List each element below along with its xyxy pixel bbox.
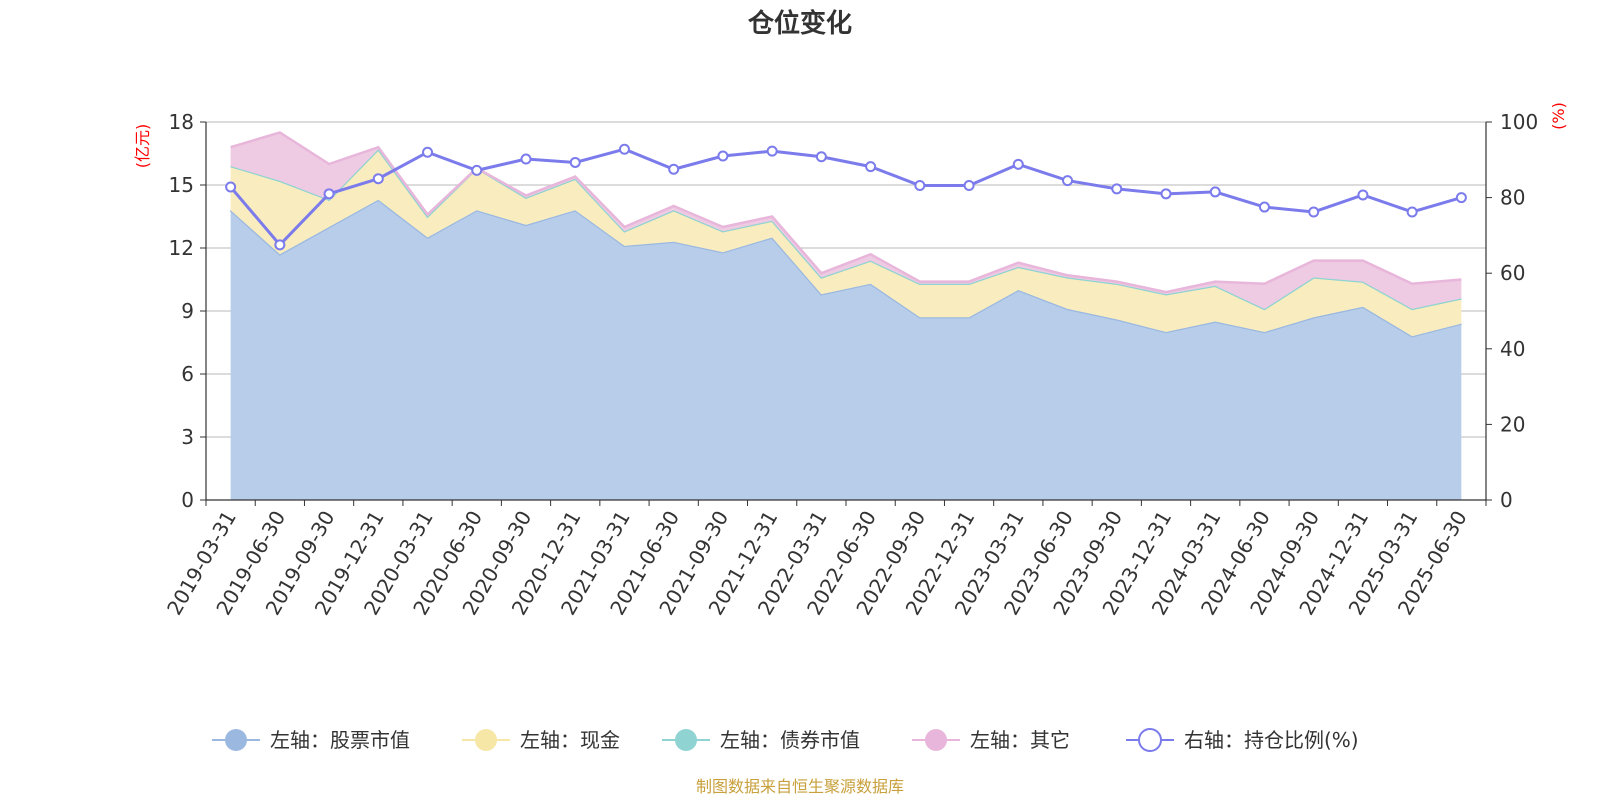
- left-tick-label: 15: [169, 173, 194, 197]
- right-tick-label: 40: [1500, 337, 1525, 361]
- ratio-line-series: [225, 143, 1467, 251]
- ratio-point: [569, 156, 581, 168]
- ratio-point: [815, 151, 827, 163]
- right-tick-label: 0: [1500, 488, 1513, 512]
- ratio-point: [1209, 186, 1221, 198]
- chart-title: 仓位变化: [747, 8, 852, 39]
- ratio-point: [766, 145, 778, 157]
- data-source-note: 制图数据来自恒生聚源数据库: [696, 777, 904, 796]
- area-edge: [230, 131, 1462, 294]
- ratio-point: [323, 188, 335, 200]
- right-tick-label: 80: [1500, 186, 1525, 210]
- right-tick-label: 60: [1500, 261, 1525, 285]
- left-tick-label: 3: [181, 425, 194, 449]
- ratio-point: [865, 161, 877, 173]
- ratio-point: [717, 150, 729, 162]
- legend-swatch-marker: [925, 729, 947, 751]
- legend-label: 左轴：其它: [970, 728, 1070, 752]
- ratio-point: [1258, 201, 1270, 213]
- legend-item: 左轴：债券市值: [662, 728, 860, 752]
- ratio-point: [274, 239, 286, 251]
- legend-label: 左轴：股票市值: [270, 728, 410, 752]
- left-tick-label: 6: [181, 362, 194, 386]
- ratio-point: [1111, 183, 1123, 195]
- ratio-point: [1012, 158, 1024, 170]
- legend-label: 左轴：现金: [520, 728, 620, 752]
- ratio-point: [1160, 188, 1172, 200]
- ratio-point: [963, 180, 975, 192]
- ratio-point: [471, 164, 483, 176]
- legend-item: 左轴：股票市值: [212, 728, 410, 752]
- ratio-point: [422, 146, 434, 158]
- area-band: [230, 199, 1462, 500]
- ratio-point: [1062, 175, 1074, 187]
- ratio-point: [1357, 189, 1369, 201]
- right-tick-label: 100: [1500, 110, 1538, 134]
- legend-item: 左轴：现金: [462, 728, 620, 752]
- ratio-point: [372, 173, 384, 185]
- left-tick-label: 12: [169, 236, 194, 260]
- stacked-areas: [229, 131, 1462, 500]
- ratio-point: [668, 163, 680, 175]
- right-tick-label: 20: [1500, 412, 1525, 436]
- left-tick-label: 9: [181, 299, 194, 323]
- legend-label: 左轴：债券市值: [720, 728, 860, 752]
- legend-swatch-marker: [1138, 728, 1162, 752]
- ratio-point: [225, 181, 237, 193]
- left-tick-label: 18: [169, 110, 194, 134]
- legend-item: 右轴：持仓比例(%): [1126, 728, 1359, 752]
- ratio-point: [1455, 192, 1467, 204]
- legend-item: 左轴：其它: [912, 728, 1070, 752]
- ratio-line: [229, 147, 1462, 248]
- left-tick-label: 0: [181, 488, 194, 512]
- right-axis-unit: (%): [1549, 102, 1568, 130]
- legend-swatch-marker: [225, 729, 247, 751]
- ratio-point: [520, 153, 532, 165]
- legend-swatch-marker: [475, 729, 497, 751]
- ratio-point: [1406, 206, 1418, 218]
- legend-label: 右轴：持仓比例(%): [1184, 728, 1359, 752]
- legend-swatch-marker: [675, 729, 697, 751]
- left-axis-unit: (亿元): [133, 124, 152, 169]
- ratio-point: [618, 143, 630, 155]
- ratio-point: [914, 180, 926, 192]
- legend: 左轴：股票市值 左轴：现金 左轴：债券市值 左轴：其它 右轴：持仓比例(%): [212, 728, 1359, 752]
- area-band: [230, 149, 1462, 337]
- ratio-point: [1308, 206, 1320, 218]
